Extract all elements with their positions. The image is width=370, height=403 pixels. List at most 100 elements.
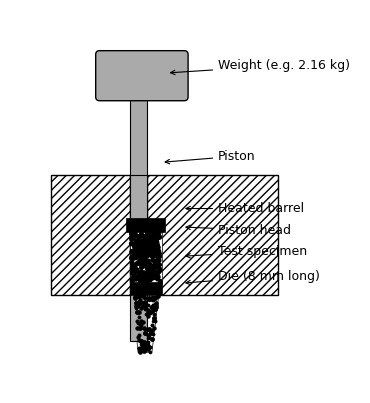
Point — [141, 274, 147, 280]
Point — [136, 234, 142, 241]
Point — [144, 243, 150, 249]
Bar — [130, 231, 162, 283]
Point — [141, 255, 147, 261]
Point — [133, 252, 139, 259]
Point — [144, 233, 150, 239]
Point — [148, 237, 154, 243]
Point — [136, 235, 142, 241]
Point — [146, 268, 152, 274]
Point — [134, 266, 140, 273]
Point — [140, 343, 146, 349]
Point — [137, 240, 143, 247]
Point — [156, 248, 162, 254]
Point — [141, 276, 147, 283]
Point — [141, 259, 147, 266]
Point — [157, 253, 162, 260]
Point — [150, 318, 156, 324]
Point — [147, 310, 153, 316]
Point — [153, 304, 159, 310]
Point — [141, 339, 147, 345]
Point — [144, 237, 149, 243]
Point — [149, 327, 155, 334]
Point — [134, 242, 140, 248]
Point — [150, 331, 156, 337]
Point — [154, 237, 159, 243]
Point — [149, 275, 155, 281]
Point — [133, 242, 139, 248]
Point — [157, 278, 163, 285]
Point — [132, 274, 138, 281]
Point — [131, 266, 137, 272]
Point — [145, 301, 151, 308]
Point — [134, 261, 140, 267]
Point — [156, 269, 162, 275]
Point — [148, 330, 154, 336]
Point — [132, 231, 138, 237]
Point — [135, 253, 141, 259]
Point — [137, 345, 142, 351]
Point — [131, 243, 137, 249]
Point — [147, 236, 152, 242]
Point — [143, 274, 149, 280]
Point — [137, 246, 142, 252]
Point — [134, 248, 140, 255]
Point — [141, 255, 147, 262]
Point — [150, 302, 156, 308]
Point — [149, 297, 155, 303]
Point — [156, 254, 162, 261]
Point — [142, 243, 148, 249]
Point — [141, 324, 147, 331]
Point — [137, 241, 142, 248]
Point — [138, 259, 144, 265]
Point — [152, 245, 158, 251]
Point — [149, 297, 155, 303]
Point — [147, 267, 153, 274]
Point — [138, 338, 144, 345]
Point — [130, 233, 135, 240]
Point — [157, 262, 163, 268]
Point — [155, 239, 161, 246]
Point — [135, 268, 141, 274]
Point — [132, 294, 138, 300]
Point — [145, 335, 151, 341]
Point — [141, 233, 147, 239]
Point — [144, 229, 150, 236]
Point — [144, 252, 149, 259]
Point — [152, 259, 158, 265]
Point — [135, 233, 141, 239]
Point — [155, 243, 161, 249]
Point — [141, 237, 147, 243]
Point — [150, 275, 156, 281]
Point — [142, 270, 148, 276]
Point — [132, 249, 138, 256]
Point — [142, 325, 148, 332]
Text: Piston: Piston — [165, 150, 256, 164]
Bar — [147, 175, 278, 295]
Point — [130, 265, 135, 272]
Point — [148, 246, 154, 253]
Point — [145, 307, 151, 314]
Point — [147, 250, 153, 256]
Point — [144, 240, 149, 247]
Point — [153, 251, 159, 258]
Point — [155, 242, 161, 248]
Point — [132, 249, 138, 255]
Point — [144, 265, 150, 271]
Point — [152, 272, 158, 279]
Point — [134, 292, 140, 299]
Point — [132, 303, 138, 309]
Point — [130, 256, 136, 262]
Point — [141, 348, 147, 355]
Point — [149, 336, 155, 342]
Point — [136, 238, 142, 245]
Point — [138, 318, 144, 324]
Point — [152, 273, 158, 279]
Point — [147, 249, 153, 255]
Point — [139, 304, 145, 311]
Point — [136, 269, 142, 275]
Point — [140, 292, 146, 299]
Point — [151, 294, 157, 301]
Point — [139, 249, 145, 256]
Point — [140, 256, 146, 262]
Point — [154, 229, 160, 236]
